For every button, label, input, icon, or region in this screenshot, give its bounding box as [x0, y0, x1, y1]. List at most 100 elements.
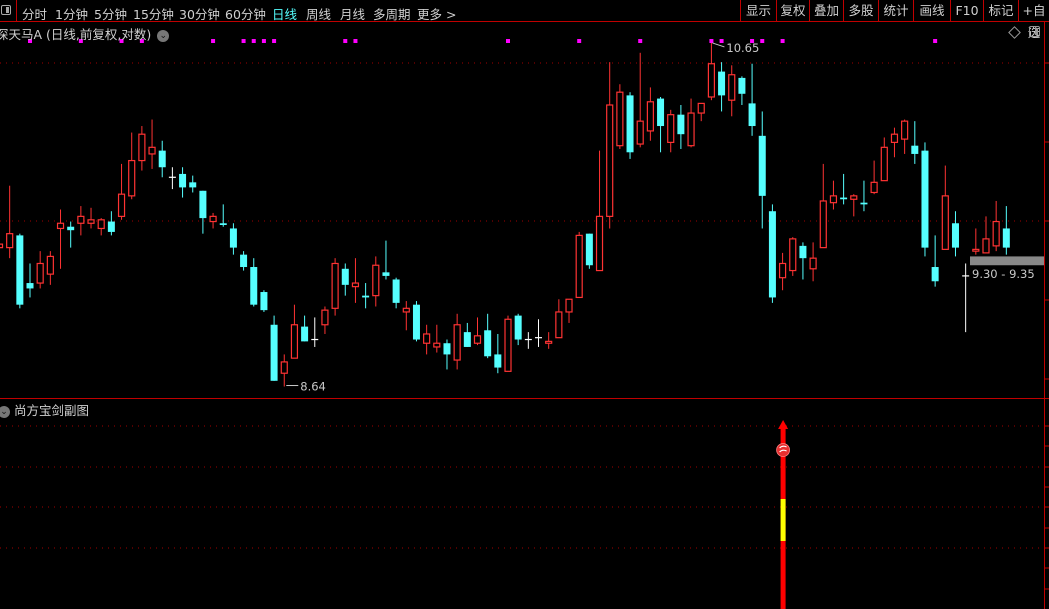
candle[interactable]: [158, 140, 166, 178]
period-tab-daily[interactable]: 日线: [272, 7, 298, 22]
candle[interactable]: [768, 204, 776, 303]
candle[interactable]: [697, 102, 705, 122]
candle[interactable]: [209, 212, 217, 229]
candle[interactable]: [229, 223, 237, 255]
candle[interactable]: [585, 233, 593, 269]
candle[interactable]: [311, 317, 319, 347]
candle[interactable]: [921, 142, 929, 257]
candle[interactable]: [504, 315, 512, 372]
candle[interactable]: [473, 317, 482, 346]
candle[interactable]: [748, 63, 756, 136]
multi-stock-button[interactable]: 多股: [843, 0, 878, 22]
candle[interactable]: [67, 221, 75, 248]
candle[interactable]: [117, 163, 126, 220]
candle[interactable]: [636, 52, 644, 148]
period-tab-15min[interactable]: 15分钟: [133, 7, 174, 22]
period-tab-5min[interactable]: 5分钟: [94, 7, 127, 22]
candle[interactable]: [301, 315, 309, 342]
candle[interactable]: [982, 216, 990, 254]
candle[interactable]: [819, 163, 827, 249]
candle[interactable]: [616, 84, 624, 149]
candle[interactable]: [56, 209, 65, 269]
candle[interactable]: [931, 235, 939, 287]
candle[interactable]: [189, 175, 197, 193]
candle[interactable]: [870, 160, 878, 195]
candle[interactable]: [341, 263, 349, 296]
candle[interactable]: [433, 324, 441, 353]
candle[interactable]: [962, 263, 970, 333]
candle[interactable]: [412, 301, 420, 342]
sidebar-toggle-icon[interactable]: [1, 5, 11, 15]
candle[interactable]: [972, 228, 980, 255]
period-tab-30min[interactable]: 30分钟: [179, 7, 220, 22]
candle[interactable]: [107, 211, 115, 236]
period-tab-fenshi[interactable]: 分时: [22, 7, 48, 22]
candle[interactable]: [453, 313, 461, 370]
candle[interactable]: [494, 333, 502, 374]
candle[interactable]: [911, 121, 919, 164]
candle[interactable]: [595, 150, 604, 272]
candle[interactable]: [575, 231, 583, 299]
candle[interactable]: [372, 256, 380, 307]
period-tab-monthly[interactable]: 月线: [340, 7, 366, 22]
period-tab-60min[interactable]: 60分钟: [225, 7, 266, 22]
candle[interactable]: [46, 251, 54, 285]
candle[interactable]: [179, 167, 187, 198]
candle[interactable]: [362, 283, 370, 309]
f10-button[interactable]: F10: [950, 0, 983, 22]
candle[interactable]: [901, 119, 909, 154]
candle[interactable]: [667, 109, 675, 153]
candle[interactable]: [951, 211, 959, 257]
period-tab-more[interactable]: 更多 >: [417, 7, 457, 22]
candle[interactable]: [321, 306, 329, 334]
candle[interactable]: [168, 167, 176, 190]
candle[interactable]: [941, 165, 949, 250]
candle[interactable]: [240, 251, 248, 271]
candle[interactable]: [565, 298, 573, 323]
mark-button[interactable]: 标记: [983, 0, 1018, 22]
candle[interactable]: [260, 290, 268, 312]
statistics-button[interactable]: 统计: [878, 0, 913, 22]
candle[interactable]: [880, 137, 888, 182]
period-tab-1min[interactable]: 1分钟: [55, 7, 88, 22]
candle[interactable]: [850, 194, 858, 217]
candle[interactable]: [738, 76, 746, 105]
candle[interactable]: [392, 277, 400, 309]
candle[interactable]: [77, 206, 85, 236]
draw-line-button[interactable]: 画线: [913, 0, 950, 22]
candle[interactable]: [555, 299, 563, 339]
candle[interactable]: [524, 332, 532, 349]
candle[interactable]: [290, 304, 299, 359]
overlay-button[interactable]: 叠加: [809, 0, 843, 22]
adjust-button[interactable]: 复权: [776, 0, 809, 22]
chevron-down-icon[interactable]: ⌄: [157, 29, 170, 42]
candle[interactable]: [626, 92, 634, 159]
candle[interactable]: [728, 65, 736, 117]
candle[interactable]: [1002, 206, 1010, 255]
candle[interactable]: [789, 237, 797, 276]
candle[interactable]: [16, 233, 24, 309]
candle[interactable]: [829, 180, 838, 210]
candle[interactable]: [280, 354, 288, 387]
candle[interactable]: [26, 263, 34, 298]
candle[interactable]: [687, 98, 695, 148]
candle[interactable]: [270, 315, 278, 381]
candle[interactable]: [484, 313, 492, 359]
candle[interactable]: [840, 173, 848, 205]
candle[interactable]: [809, 242, 817, 282]
period-tab-weekly[interactable]: 周线: [306, 7, 332, 22]
candle[interactable]: [97, 218, 105, 236]
candle[interactable]: [423, 324, 431, 355]
candle[interactable]: [545, 332, 553, 349]
candle[interactable]: [443, 339, 451, 370]
candle[interactable]: [514, 313, 522, 346]
candle[interactable]: [331, 258, 339, 316]
candle[interactable]: [606, 62, 614, 229]
candle[interactable]: [138, 126, 146, 171]
candle[interactable]: [36, 251, 44, 289]
candle[interactable]: [219, 204, 227, 227]
candle[interactable]: [657, 96, 665, 153]
candle[interactable]: [778, 252, 787, 291]
candle[interactable]: [402, 301, 410, 331]
